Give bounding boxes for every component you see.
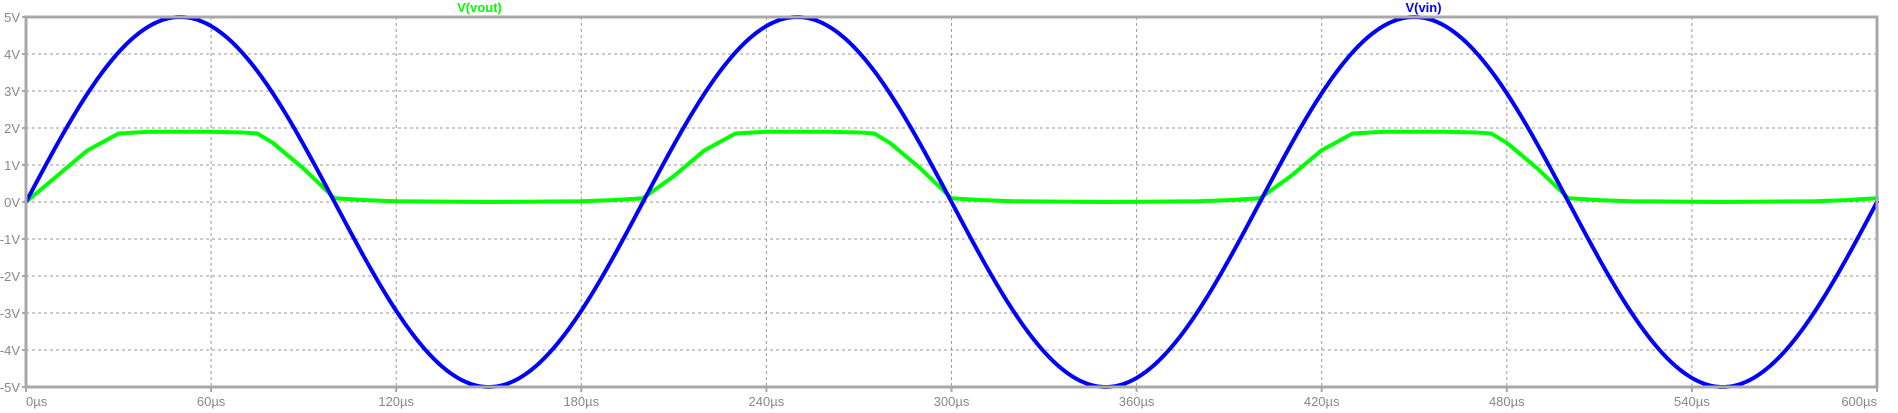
legend: V(vout) V(vin) xyxy=(457,0,1441,15)
x-tick-label: 600µs xyxy=(1841,394,1877,409)
y-tick-label: 1V xyxy=(4,158,20,173)
x-tick-label: 540µs xyxy=(1674,394,1710,409)
y-tick-label: 0V xyxy=(4,195,20,210)
x-tick-label: 420µs xyxy=(1304,394,1340,409)
x-tick-label: 300µs xyxy=(934,394,970,409)
x-tick-label: 360µs xyxy=(1119,394,1155,409)
series-layer xyxy=(24,15,1879,389)
y-tick-label: -3V xyxy=(0,306,20,321)
x-tick-label: 120µs xyxy=(378,394,414,409)
x-tick-label: 0µs xyxy=(26,394,48,409)
y-tick-label: 3V xyxy=(4,84,20,99)
tick-labels: 0µs 60µs 120µs 180µs 240µs 300µs 360µs 420µs 480… xyxy=(0,10,1878,409)
x-tick-label: 480µs xyxy=(1489,394,1525,409)
y-tick-label: -5V xyxy=(0,380,20,395)
legend-label: V(vout) xyxy=(457,0,502,15)
x-tick-label: 60µs xyxy=(197,394,226,409)
y-tick-label: 4V xyxy=(4,47,20,62)
legend-label: V(vin) xyxy=(1405,0,1441,15)
y-tick-label: -4V xyxy=(0,343,20,358)
y-tick-label: 2V xyxy=(4,121,20,136)
series-line-v-vout xyxy=(24,129,1879,204)
x-tick-label: 180µs xyxy=(563,394,599,409)
y-tick-label: 5V xyxy=(4,10,20,25)
series-line-v-vin xyxy=(24,15,1879,389)
y-tick-label: -1V xyxy=(0,232,20,247)
x-tick-label: 240µs xyxy=(749,394,785,409)
y-tick-label: -2V xyxy=(0,269,20,284)
